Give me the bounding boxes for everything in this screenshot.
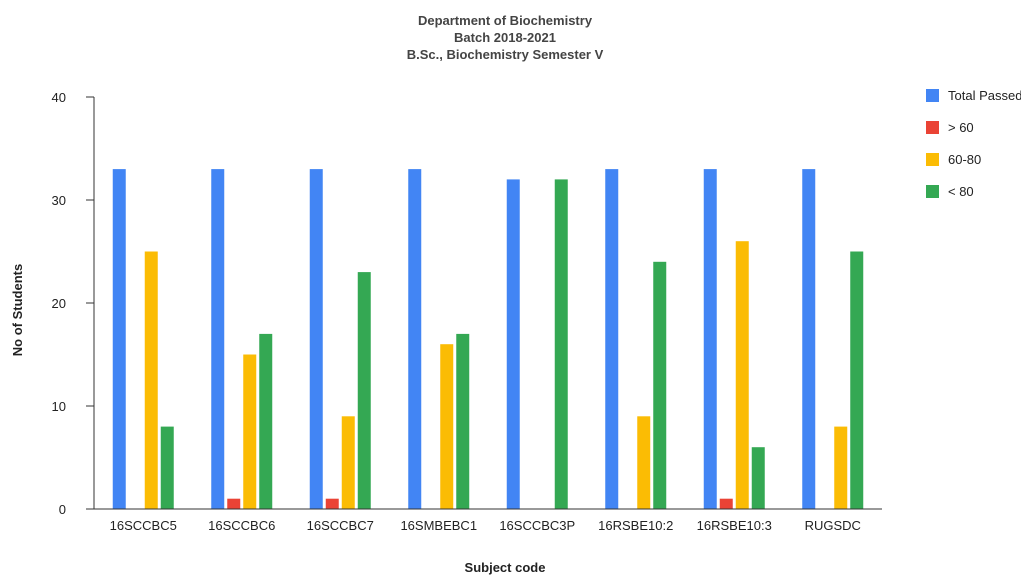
bar-1-1[interactable] <box>227 498 241 509</box>
x-tick-label: 16SCCBC6 <box>208 518 275 533</box>
bar-4-3[interactable] <box>554 179 568 509</box>
legend-label[interactable]: 60-80 <box>948 152 981 167</box>
chart-title-line-2: Batch 2018-2021 <box>454 30 556 45</box>
x-tick-label: 16SCCBC3P <box>499 518 575 533</box>
bar-3-2[interactable] <box>440 344 454 509</box>
bar-6-3[interactable] <box>751 447 765 509</box>
bar-2-2[interactable] <box>341 416 355 509</box>
y-axis: 0 10 20 30 40 <box>52 90 95 517</box>
y-tick-label: 0 <box>59 502 66 517</box>
x-tick-label: 16SCCBC7 <box>307 518 374 533</box>
bar-0-0[interactable] <box>112 169 126 509</box>
legend-swatch[interactable] <box>926 153 939 166</box>
y-tick-label: 40 <box>52 90 66 105</box>
x-tick-label: 16SMBEBC1 <box>400 518 477 533</box>
bar-6-0[interactable] <box>703 169 717 509</box>
x-tick-label: RUGSDC <box>805 518 861 533</box>
bar-1-2[interactable] <box>243 354 257 510</box>
bar-2-3[interactable] <box>357 272 371 509</box>
x-tick-label: 16RSBE10:3 <box>697 518 772 533</box>
legend-label[interactable]: > 60 <box>948 120 974 135</box>
chart-title-line-3: B.Sc., Biochemistry Semester V <box>407 47 604 62</box>
x-axis: 16SCCBC5 16SCCBC6 16SCCBC7 16SMBEBC1 16SCCBC… <box>94 508 882 533</box>
bar-3-0[interactable] <box>408 169 422 509</box>
legend-swatch[interactable] <box>926 185 939 198</box>
chart-title: Department of Biochemistry Batch 2018-20… <box>407 13 604 62</box>
bar-5-0[interactable] <box>605 169 619 509</box>
bar-3-3[interactable] <box>456 333 470 509</box>
x-axis-title: Subject code <box>465 560 546 575</box>
bar-2-1[interactable] <box>325 498 339 509</box>
y-axis-title: No of Students <box>10 264 25 356</box>
legend-label[interactable]: Total Passed <box>948 88 1021 103</box>
y-tick-label: 20 <box>52 296 66 311</box>
x-tick-label: 16SCCBC5 <box>110 518 177 533</box>
x-tick-label: 16RSBE10:2 <box>598 518 673 533</box>
y-tick-label: 30 <box>52 193 66 208</box>
bar-5-3[interactable] <box>653 261 667 509</box>
y-tick-label: 10 <box>52 399 66 414</box>
bar-4-0[interactable] <box>506 179 520 509</box>
bar-0-2[interactable] <box>144 251 158 510</box>
bar-6-1[interactable] <box>719 498 733 509</box>
bar-6-2[interactable] <box>735 241 749 509</box>
legend-label[interactable]: < 80 <box>948 184 974 199</box>
bar-1-0[interactable] <box>211 169 225 509</box>
bars <box>112 169 864 510</box>
legend-swatch[interactable] <box>926 121 939 134</box>
bar-0-3[interactable] <box>160 426 174 509</box>
bar-7-3[interactable] <box>850 251 864 510</box>
chart-title-line-1: Department of Biochemistry <box>418 13 593 28</box>
bar-7-0[interactable] <box>802 169 816 509</box>
legend: Total Passed > 60 60-80 < 80 <box>926 88 1021 199</box>
bar-1-3[interactable] <box>259 333 273 509</box>
bar-2-0[interactable] <box>309 169 323 509</box>
legend-swatch[interactable] <box>926 89 939 102</box>
bar-7-2[interactable] <box>834 426 848 509</box>
bar-5-2[interactable] <box>637 416 651 509</box>
